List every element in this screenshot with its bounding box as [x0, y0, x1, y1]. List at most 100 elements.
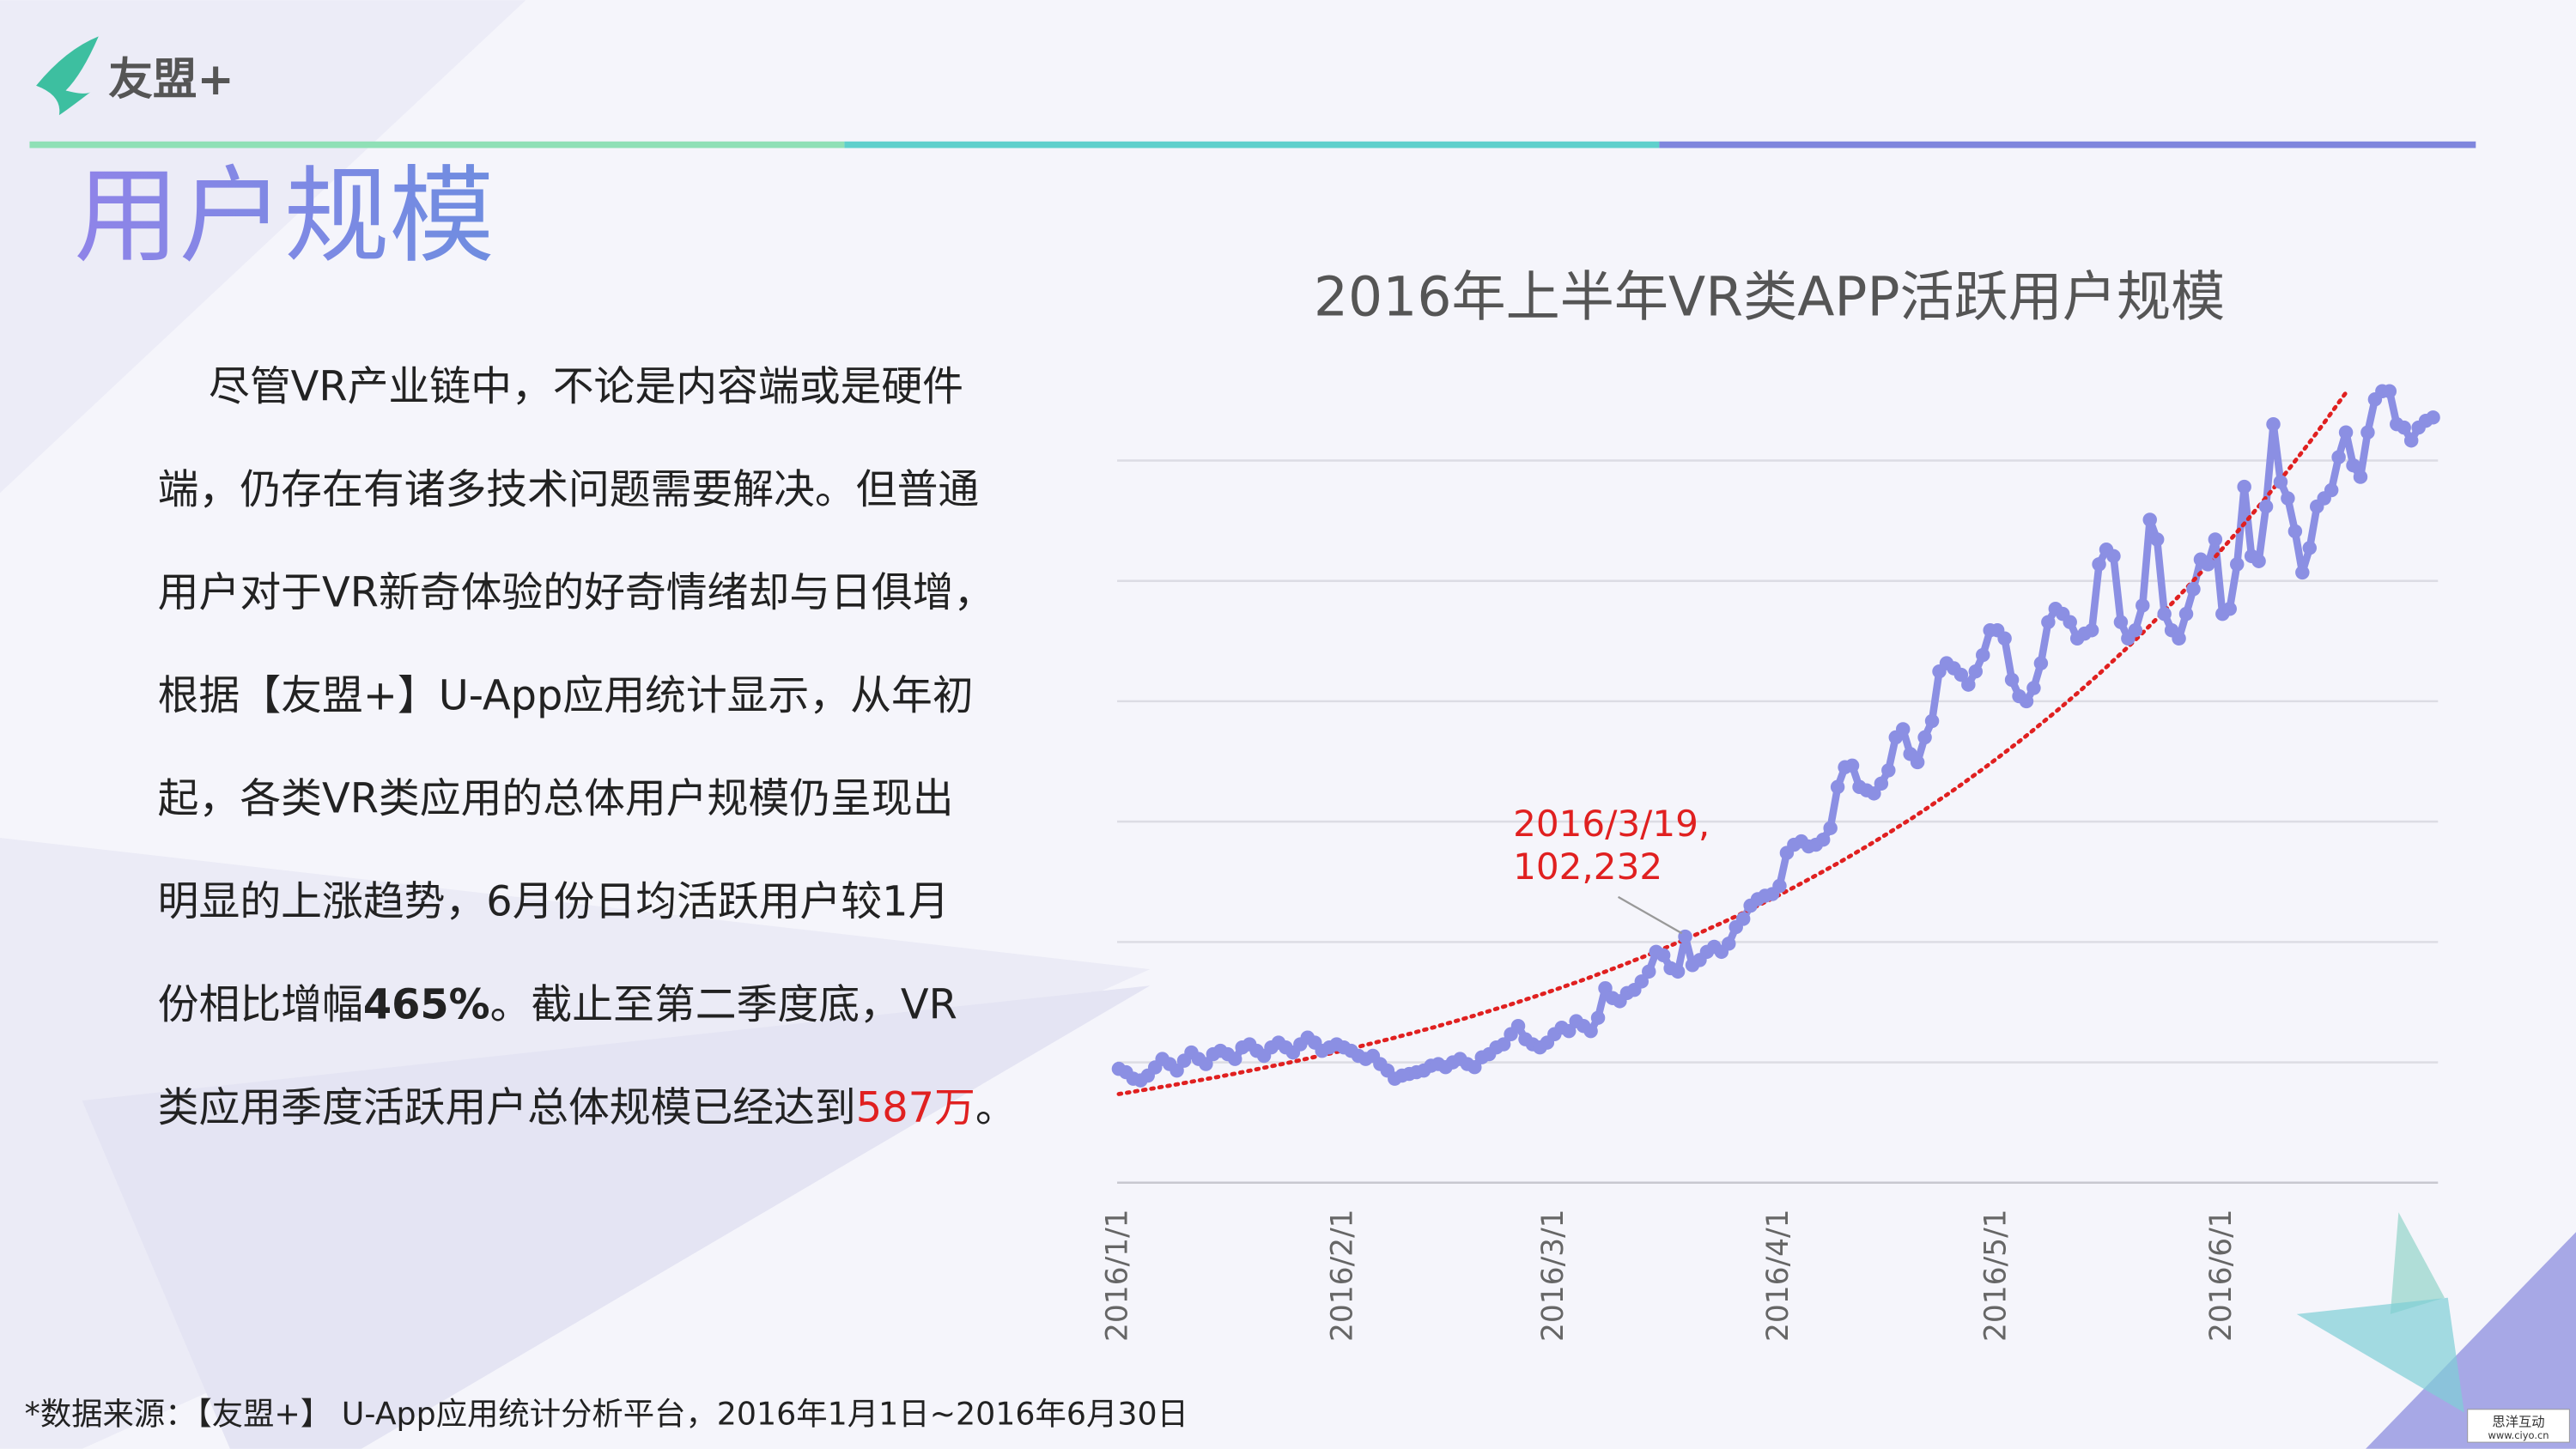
data-point: [1228, 1052, 1242, 1066]
data-point: [1896, 722, 1911, 737]
data-point: [1170, 1063, 1184, 1078]
data-point: [2084, 622, 2099, 638]
data-point: [2403, 433, 2419, 448]
data-point: [2136, 598, 2150, 613]
header-rule: [29, 141, 845, 149]
data-point: [2353, 470, 2368, 484]
text-run: 端，仍存在有诸多技术问题需要解决。但普通: [158, 467, 980, 514]
data-point: [2186, 582, 2201, 597]
body-line: 根据【友盟+】U-App应用统计显示，从年初: [158, 673, 974, 720]
body-text: 尽管VR产业链中，不论是内容端或是硬件端，仍存在有诸多技术问题需要解决。但普通用…: [158, 364, 1017, 1132]
annotation-leader: [1617, 895, 1683, 935]
data-point: [2273, 475, 2288, 489]
data-point: [2302, 541, 2318, 555]
x-tick-label: 2016/5/1: [1979, 1209, 2014, 1342]
chart: 2016/1/1 2016/2/1 2016/3/1 2016/4/1 2016/5/1…: [1100, 384, 2440, 1342]
data-point: [1976, 647, 1990, 663]
data-point: [2128, 622, 2143, 638]
data-point: [2331, 450, 2346, 464]
data-point: [2346, 458, 2360, 473]
text-run: 类应用季度活跃用户总体规模已经达到: [158, 1084, 856, 1131]
text-run: 。: [975, 1084, 1017, 1131]
text-run: 明显的上涨趋势，6月份日均活跃用户较1月: [158, 879, 950, 926]
data-point: [1830, 779, 1845, 795]
data-point: [2258, 499, 2274, 514]
header-rule: [1659, 141, 2476, 149]
data-point: [2172, 631, 2186, 646]
data-point: [1917, 730, 1932, 745]
x-tick-label: 2016/3/1: [1536, 1209, 1571, 1342]
data-point: [2004, 672, 2020, 688]
source-note: *数据来源：【友盟+】 U-App应用统计分析平台，2016年1月1日~2016…: [25, 1395, 1188, 1432]
header-rule: [844, 141, 1660, 149]
data-point: [2113, 615, 2129, 629]
data-point: [1910, 755, 1925, 770]
data-point: [1467, 1059, 1482, 1075]
text-run: 根据【友盟+】U-App应用统计显示，从年初: [158, 673, 974, 720]
data-point: [1199, 1057, 1213, 1071]
data-point: [2019, 694, 2034, 709]
body-line: 明显的上涨趋势，6月份日均活跃用户较1月: [158, 879, 950, 926]
data-point: [2397, 420, 2411, 435]
data-point: [1496, 1037, 1511, 1052]
data-point: [2281, 491, 2295, 506]
data-point: [2157, 606, 2172, 621]
data-point: [1722, 937, 1736, 951]
data-point: [2092, 557, 2106, 572]
text-run: 587万: [856, 1084, 975, 1131]
watermark-box: [2467, 1409, 2570, 1443]
data-point: [2382, 384, 2397, 398]
logo-text: 友盟+: [108, 54, 234, 106]
data-point: [1867, 786, 1881, 801]
body-line: 用户对于VR新奇体验的好奇情绪却与日俱增，: [158, 570, 995, 617]
data-point: [1642, 964, 1656, 979]
data-point: [2222, 602, 2237, 616]
x-tick-label: 2016/6/1: [2204, 1209, 2239, 1342]
text-run: 份相比增幅: [158, 981, 363, 1028]
data-point: [1815, 832, 1831, 847]
data-point: [1953, 667, 1969, 682]
annotation-label: 102,232: [1513, 846, 1662, 888]
data-point: [2360, 425, 2375, 440]
data-point: [2338, 425, 2354, 440]
data-point: [2229, 557, 2245, 572]
data-point: [2041, 615, 2056, 629]
bg-shape: [0, 0, 526, 494]
text-run: 用户对于VR新奇体验的好奇情绪却与日俱增，: [158, 570, 995, 617]
data-point: [1961, 677, 1976, 692]
body-line: 起，各类VR类应用的总体用户规模仍呈现出: [158, 776, 954, 823]
page-title: 用户规模: [74, 155, 495, 277]
annotation-label: 2016/3/19,: [1513, 803, 1710, 845]
x-tick-label: 2016/2/1: [1326, 1209, 1360, 1342]
data-point: [2106, 549, 2121, 564]
watermark: www.ciyo.cn: [2488, 1429, 2549, 1441]
data-point: [1968, 664, 1984, 679]
body-line: 份相比增幅465%。截止至第二季度底，VR: [158, 981, 957, 1028]
data-point: [1772, 878, 1787, 894]
data-point: [1874, 776, 1889, 791]
data-point: [1510, 1019, 1526, 1034]
x-tick-label: 2016/1/1: [1100, 1209, 1134, 1342]
data-point: [1583, 1023, 1598, 1039]
data-point: [1823, 821, 1838, 835]
data-point: [2324, 482, 2339, 498]
data-point: [2149, 532, 2165, 547]
data-point: [1997, 631, 2012, 646]
data-point: [1844, 758, 1860, 773]
chart-title: 2016年上半年VR类APP活跃用户规模: [1314, 264, 2225, 328]
data-point: [2237, 479, 2251, 494]
data-point: [1735, 912, 1751, 926]
data-point: [1590, 1010, 1606, 1025]
bg-shape: [2390, 1212, 2445, 1314]
data-point: [2251, 554, 2266, 568]
data-point: [2426, 410, 2440, 425]
text-run: 尽管VR产业链中，不论是内容端或是硬件: [209, 364, 963, 411]
logo-icon: [36, 36, 99, 116]
text-run: 。截止至第二季度底，VR: [490, 981, 957, 1028]
data-point: [1656, 948, 1671, 963]
body-line: 类应用季度活跃用户总体规模已经达到587万。: [158, 1084, 1017, 1131]
data-point: [1670, 964, 1686, 979]
body-line: 尽管VR产业链中，不论是内容端或是硬件: [209, 364, 963, 411]
